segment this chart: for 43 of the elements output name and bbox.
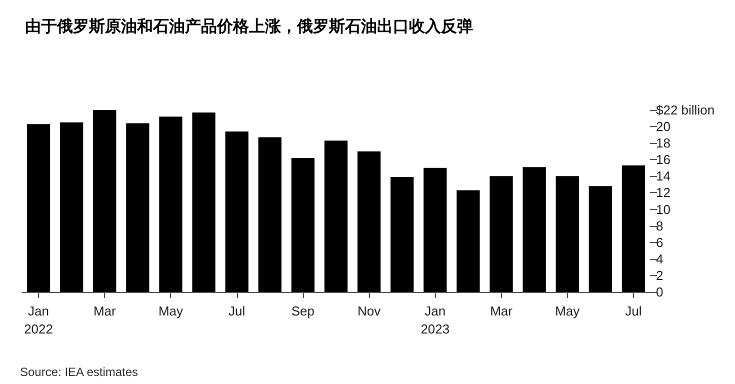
y-tick-label: 8 (656, 218, 664, 234)
bar (258, 137, 282, 292)
y-tick-label: 6 (656, 234, 664, 250)
bar (126, 123, 150, 292)
bar (390, 177, 414, 292)
y-tick-label: 10 (656, 202, 670, 217)
y-tick-label: 20 (656, 119, 670, 134)
x-tick-label: Jul (228, 304, 246, 318)
x-tick-label: Mar (490, 304, 514, 318)
y-tick-label: 14 (656, 168, 670, 184)
bar (60, 122, 84, 292)
bar (556, 176, 579, 292)
y-tick-label: 18 (656, 136, 670, 151)
x-tick-label: Nov (357, 304, 382, 318)
bar (622, 165, 646, 292)
bar (291, 158, 315, 292)
y-tick-label: $22 billion (656, 102, 715, 118)
bar (456, 190, 480, 292)
x-tick-label: May (555, 304, 580, 318)
bar (490, 176, 513, 292)
y-tick-label: 16 (656, 152, 670, 168)
bar (424, 168, 447, 292)
x-tick-label: May (158, 304, 184, 318)
bar (159, 116, 182, 292)
bar (93, 110, 116, 292)
bar (192, 112, 216, 292)
y-tick-label: 4 (656, 251, 664, 266)
y-tick-label: 12 (656, 185, 670, 200)
bar (522, 167, 546, 292)
x-tick-label: Jul (625, 304, 642, 318)
x-tick-label: Jan 2023 (420, 304, 450, 336)
bar (357, 151, 381, 292)
x-tick-label: Mar (93, 304, 116, 318)
x-tick-label: Sep (291, 304, 315, 318)
bar (588, 186, 612, 292)
bar (26, 124, 50, 292)
bar (225, 132, 248, 292)
y-tick-label: 0 (656, 284, 664, 300)
x-tick-label: Jan 2022 (24, 304, 53, 336)
y-tick-label: 2 (656, 268, 664, 283)
chart-title: 由于俄罗斯原油和石油产品价格上涨，俄罗斯石油出口收入反弹 (25, 18, 473, 36)
source-note: Source: IEA estimates (20, 365, 138, 379)
bar (324, 140, 348, 292)
